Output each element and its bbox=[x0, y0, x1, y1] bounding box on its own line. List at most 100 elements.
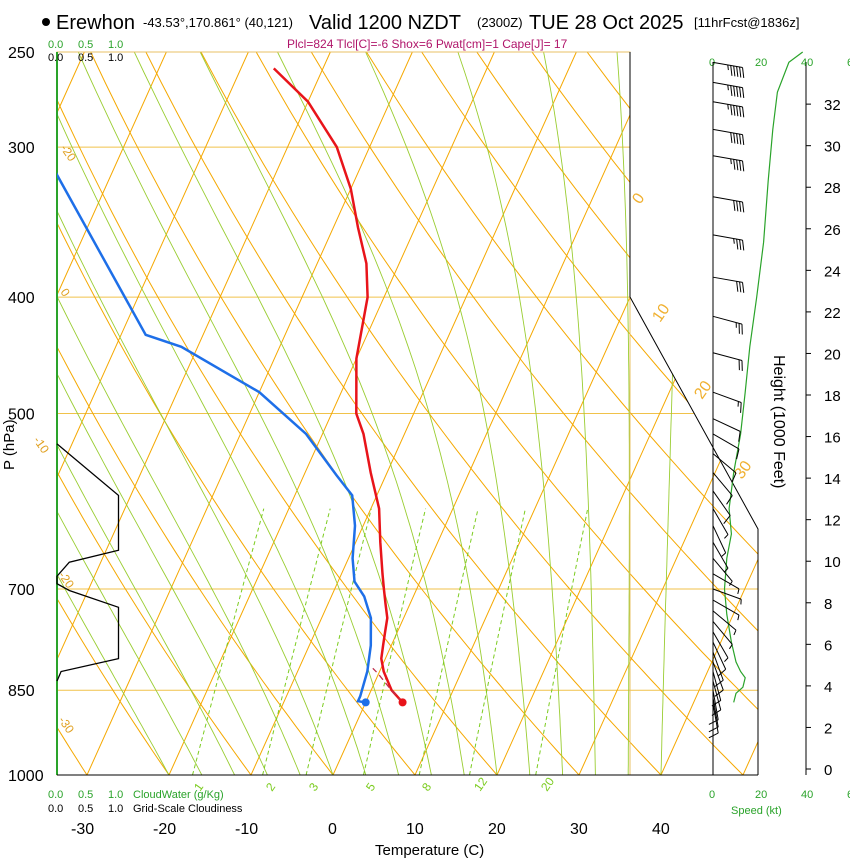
dry-adiabat-line bbox=[57, 52, 498, 775]
surface-temperature-point bbox=[398, 698, 407, 707]
pressure-tick-label: 300 bbox=[8, 140, 35, 157]
isotherm-line bbox=[57, 52, 249, 775]
wind-barb-staff bbox=[712, 671, 722, 701]
theta-label: 30 bbox=[731, 458, 755, 482]
wind-barb bbox=[708, 697, 719, 733]
wind-barb bbox=[708, 703, 719, 739]
header: Erewhon -43.53°,170.861° (40,121) Valid … bbox=[42, 12, 799, 51]
wind-barb-feather bbox=[733, 200, 736, 211]
wind-barb bbox=[712, 541, 729, 573]
wind-barb-feather bbox=[730, 65, 733, 76]
cloudwater-tick-bottom: 1.0 bbox=[108, 789, 123, 801]
wind-barb bbox=[712, 588, 742, 605]
mixing-ratio-line bbox=[305, 508, 372, 775]
mixing-ratio-line bbox=[192, 508, 265, 775]
moist-adiabat-line bbox=[57, 52, 268, 775]
wind-barb-feather bbox=[708, 732, 719, 739]
speed-tick-bottom: 60 bbox=[847, 789, 850, 801]
wind-barb-feather bbox=[742, 87, 745, 99]
wind-barb-feather bbox=[736, 238, 739, 250]
speed-tick-top: 40 bbox=[801, 57, 813, 69]
height-tick-label: 18 bbox=[824, 388, 841, 405]
wind-barb bbox=[712, 196, 745, 213]
wind-barb bbox=[712, 508, 729, 539]
wind-barb-feather bbox=[739, 281, 742, 293]
moist-adiabat-line bbox=[57, 52, 301, 775]
surface-dewpoint-point bbox=[361, 698, 370, 707]
moist-adiabat-line bbox=[57, 52, 334, 775]
height-tick-label: 30 bbox=[824, 139, 841, 156]
wind-barb-feather bbox=[736, 105, 739, 117]
side-panels: 0.00.00.00.00.50.50.50.51.01.01.01.00246… bbox=[48, 39, 850, 815]
wind-barb-staff bbox=[712, 621, 733, 645]
wind-barb-feather bbox=[739, 160, 742, 171]
wind-barb-feather bbox=[739, 87, 742, 98]
isotherm-line bbox=[168, 52, 495, 775]
wind-barb bbox=[712, 641, 727, 677]
dry-adiabat-line bbox=[310, 52, 758, 775]
theta-label: 10 bbox=[649, 301, 673, 325]
height-tick-label: 24 bbox=[824, 263, 841, 280]
wind-barb-staff bbox=[712, 599, 740, 616]
dry-adiabat-line bbox=[57, 52, 416, 775]
cloudiness-tick-bottom: 1.0 bbox=[108, 803, 123, 815]
wind-barb-feather bbox=[736, 66, 739, 77]
pressure-tick-label: 250 bbox=[8, 45, 35, 62]
wind-barb bbox=[712, 610, 737, 636]
wind-barb bbox=[712, 61, 745, 78]
valid-date: TUE 28 Oct 2025 bbox=[529, 12, 684, 34]
cloudwater-tick-bottom: 0.0 bbox=[48, 789, 63, 801]
temperature-tick-label: 0 bbox=[328, 821, 337, 838]
cloudwater-tick-top: 0.5 bbox=[78, 39, 93, 51]
left-theta-label: -10 bbox=[31, 434, 53, 457]
pressure-tick-label: 1000 bbox=[8, 768, 44, 785]
isotherm-line bbox=[742, 52, 758, 775]
wind-barb bbox=[712, 621, 733, 650]
speed-tick-bottom: 0 bbox=[709, 789, 715, 801]
isotherm-line bbox=[250, 52, 577, 775]
wind-barb bbox=[712, 315, 743, 335]
wind-barb-feather bbox=[726, 495, 733, 505]
location-name: Erewhon bbox=[56, 12, 135, 34]
left-theta-label: -30 bbox=[56, 714, 78, 737]
wind-barb-staff bbox=[712, 418, 741, 432]
wind-barb-staff bbox=[712, 525, 727, 554]
isotherm-line bbox=[332, 52, 659, 775]
wind-barb-half-feather bbox=[733, 629, 737, 636]
cloudwater-tick-top: 1.0 bbox=[108, 39, 123, 51]
moist-adiabat-line bbox=[277, 52, 498, 775]
wind-barb-feather bbox=[736, 133, 739, 145]
cloudiness-tick-bottom: 0.0 bbox=[48, 803, 63, 815]
wind-barb bbox=[712, 276, 745, 293]
wind-barb-feather bbox=[733, 132, 736, 144]
cloudiness-tick-bottom: 0.5 bbox=[78, 803, 93, 815]
cloudwater-tick-top: 0.0 bbox=[48, 39, 63, 51]
height-tick-label: 22 bbox=[824, 305, 841, 322]
valid-time: Valid 1200 NZDT bbox=[309, 12, 461, 34]
theta-label: 0 bbox=[629, 190, 648, 207]
mixing-ratio-label: 5 bbox=[363, 780, 378, 794]
moist-adiabat-line bbox=[133, 52, 432, 775]
dry-adiabat-line bbox=[145, 52, 662, 775]
moist-adiabat-line bbox=[457, 52, 564, 775]
left-theta-label: -20 bbox=[56, 569, 78, 592]
dry-adiabat-line bbox=[808, 52, 850, 775]
mixing-ratio-line bbox=[418, 508, 479, 775]
forecast-info: [11hrFcst@1836z] bbox=[694, 15, 799, 30]
wind-barb bbox=[712, 433, 740, 460]
speed-tick-top: 60 bbox=[847, 57, 850, 69]
wind-barb-feather bbox=[742, 201, 745, 213]
wind-barb-staff bbox=[712, 128, 743, 136]
wind-barb-staff bbox=[712, 490, 731, 516]
mixing-ratio-label: 20 bbox=[538, 774, 557, 793]
wind-barb-half-feather bbox=[727, 104, 729, 110]
isotherm-line bbox=[57, 52, 331, 775]
wind-barb-staff bbox=[712, 472, 733, 496]
isotherm-line bbox=[86, 52, 413, 775]
wind-barb-staff bbox=[712, 661, 724, 691]
wind-barb-half-feather bbox=[724, 567, 729, 573]
wind-barb-feather bbox=[742, 106, 745, 118]
wind-barb-feather bbox=[736, 200, 739, 212]
moist-adiabat-line bbox=[57, 52, 203, 775]
wind-barb-staff bbox=[712, 352, 743, 361]
